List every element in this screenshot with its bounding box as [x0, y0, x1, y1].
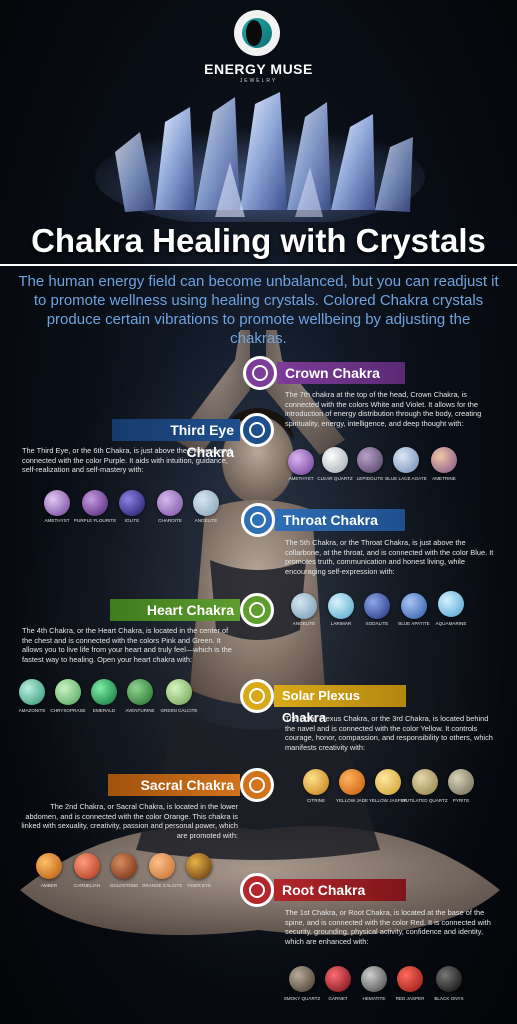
- gem-label: BLACK ONYX: [434, 996, 464, 1001]
- solar-plexus-chakra-description: The Solar Plexus Chakra, or the 3rd Chak…: [285, 714, 493, 752]
- gem-yellow-jasper-icon: [375, 769, 401, 795]
- gem-amber-icon: [36, 853, 62, 879]
- gem-red-jasper-icon: [397, 966, 423, 992]
- gem-label: GARNET: [328, 996, 348, 1001]
- gem-label: CHAROITE: [158, 518, 182, 523]
- gem-tiger-eye-icon: [186, 853, 212, 879]
- gem-goldstone-icon: [111, 853, 137, 879]
- sacral-chakra-description: The 2nd Chakra, or Sacral Chakra, is loc…: [21, 802, 238, 840]
- crown-chakra-title: Crown Chakra: [277, 362, 405, 384]
- third-eye-chakra-title: Third Eye Chakra: [112, 419, 240, 460]
- gem-amazonite-icon: [19, 679, 45, 705]
- gem-aventurine-icon: [127, 679, 153, 705]
- gem-label: AMETRINE: [432, 476, 456, 481]
- gem-label: LARIMAR: [330, 621, 352, 626]
- gem-larimar-icon: [328, 593, 354, 619]
- gem-ametrine-icon: [431, 447, 457, 473]
- crown-chakra-icon: [243, 356, 277, 390]
- solar-plexus-chakra-icon: [240, 679, 274, 713]
- gem-label: AMETHYST: [44, 518, 70, 523]
- gem-label: BLUE APATITE: [398, 621, 430, 626]
- gem-carnelian-icon: [74, 853, 100, 879]
- gem-sodalite-icon: [364, 593, 390, 619]
- gem-label: IOLITE: [124, 518, 140, 523]
- root-chakra-icon: [240, 873, 274, 907]
- gem-label: ANGELITE: [292, 621, 316, 626]
- gem-yellow-jade-icon: [339, 769, 365, 795]
- gem-label: CARNELIAN: [73, 883, 101, 888]
- heart-chakra-title: Heart Chakra: [110, 599, 240, 621]
- crown-chakra-description: The 7th chakra at the top of the head, C…: [285, 390, 482, 428]
- root-chakra-description: The 1st Chakra, or Root Chakra, is locat…: [285, 908, 491, 946]
- gem-label: PURPLE FLOURITE: [73, 518, 117, 523]
- gem-label: TIGER EYE: [186, 883, 212, 888]
- heart-chakra-icon: [240, 593, 274, 627]
- gem-orange-calcite-icon: [149, 853, 175, 879]
- sacral-chakra-title: Sacral Chakra: [108, 774, 240, 796]
- third-eye-chakra-icon: [240, 413, 274, 447]
- brand-logo-icon: [234, 10, 280, 56]
- gem-label: YELLOW JADE: [335, 798, 369, 803]
- gem-label: YELLOW JASPER: [368, 798, 408, 803]
- gem-rutilated-quartz-icon: [412, 769, 438, 795]
- gem-blue-lace-agate-icon: [393, 447, 419, 473]
- gem-label: SMOKY QUARTZ: [283, 996, 321, 1001]
- gem-black-onyx-icon: [436, 966, 462, 992]
- gem-label: AMETHYST: [288, 476, 314, 481]
- gem-label: ANGELITE: [194, 518, 218, 523]
- gem-label: ORANGE CALCITE: [141, 883, 183, 888]
- gem-angelite-icon: [193, 490, 219, 516]
- gem-garnet-icon: [325, 966, 351, 992]
- title-divider: [0, 264, 517, 266]
- third-eye-chakra-description: The Third Eye, or the 6th Chakra, is jus…: [22, 446, 232, 475]
- gem-smoky-quartz-icon: [289, 966, 315, 992]
- gem-label: HEMATITE: [362, 996, 386, 1001]
- gem-label: RED JASPER: [395, 996, 425, 1001]
- solar-plexus-chakra-title: Solar Plexus Chakra: [274, 685, 406, 725]
- gem-amethyst-icon: [44, 490, 70, 516]
- gem-label: AMAZONITE: [18, 708, 46, 713]
- throat-chakra-icon: [241, 503, 275, 537]
- gem-chrysoprase-icon: [55, 679, 81, 705]
- gem-label: CITRINE: [306, 798, 326, 803]
- page-title: Chakra Healing with Crystals: [31, 222, 486, 259]
- gem-clear-quartz-icon: [322, 447, 348, 473]
- gem-citrine-icon: [303, 769, 329, 795]
- gem-amethyst-icon: [288, 449, 314, 475]
- throat-chakra-description: The 5th Chakra, or the Throat Chakra, is…: [285, 538, 494, 576]
- gem-charoite-icon: [157, 490, 183, 516]
- gem-label: EMERALD: [92, 708, 116, 713]
- crystal-cluster-image: [95, 92, 425, 222]
- gem-label: BLUE LACE AGATE: [385, 476, 427, 481]
- brand-name: ENERGY MUSE: [204, 61, 313, 77]
- gem-blue-apatite-icon: [401, 593, 427, 619]
- gem-label: SODALITE: [365, 621, 389, 626]
- gem-label: LEPIDOLITE: [356, 476, 384, 481]
- gem-emerald-icon: [91, 679, 117, 705]
- gem-label: CHRYSOPRASE: [50, 708, 86, 713]
- throat-chakra-title: Throat Chakra: [275, 509, 405, 531]
- gem-purple-flourite-icon: [82, 490, 108, 516]
- gem-angelite-icon: [291, 593, 317, 619]
- gem-label: CLEAR QUARTZ: [317, 476, 353, 481]
- gem-label: AVENTURINE: [125, 708, 155, 713]
- gem-hematite-icon: [361, 966, 387, 992]
- gem-label: RUTILATED QUARTZ: [402, 798, 448, 803]
- intro-text: The human energy field can become unbala…: [18, 273, 499, 347]
- gem-label: GOLDSTONE: [109, 883, 139, 888]
- gem-lepidolite-icon: [357, 447, 383, 473]
- sacral-chakra-icon: [240, 768, 274, 802]
- gem-label: AMBER: [40, 883, 58, 888]
- gem-label: AQUAMARINE: [435, 621, 467, 626]
- gem-aquamarine-icon: [438, 591, 464, 617]
- heart-chakra-description: The 4th Chakra, or the Heart Chakra, is …: [22, 626, 232, 664]
- gem-label: GREEN CALCITE: [160, 708, 198, 713]
- gem-iolite-icon: [119, 490, 145, 516]
- gem-green-calcite-icon: [166, 679, 192, 705]
- gem-pyrite-icon: [448, 769, 474, 795]
- brand-sub: JEWELRY: [239, 78, 278, 84]
- gem-label: PYRITE: [452, 798, 470, 803]
- root-chakra-title: Root Chakra: [274, 879, 406, 901]
